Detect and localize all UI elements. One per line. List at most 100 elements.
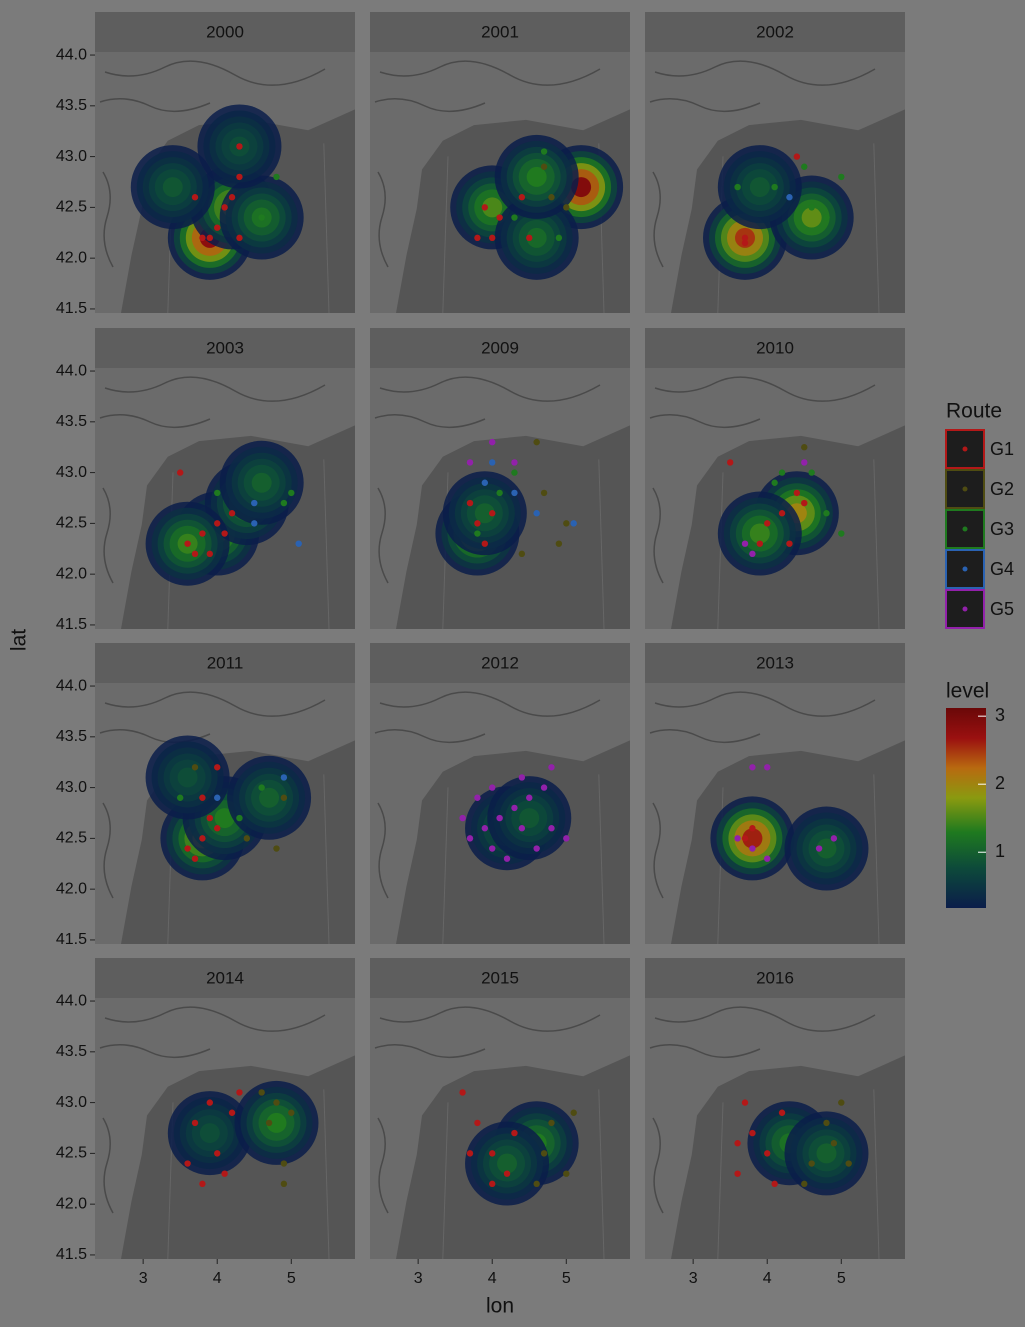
- route-point: [273, 1099, 279, 1105]
- route-point: [801, 1181, 807, 1187]
- route-point: [244, 835, 250, 841]
- y-tick-label: 42.5: [56, 1145, 87, 1162]
- map-panel: [645, 52, 905, 313]
- route-point: [184, 845, 190, 851]
- route-point: [563, 835, 569, 841]
- route-point: [207, 815, 213, 821]
- route-point: [846, 1160, 852, 1166]
- route-point: [816, 845, 822, 851]
- legend-dot: [963, 607, 968, 612]
- y-tick-label: 42.5: [56, 199, 87, 216]
- route-point: [838, 1099, 844, 1105]
- y-tick-label: 42.0: [56, 1195, 87, 1212]
- route-point: [556, 235, 562, 241]
- colorbar-title: level: [946, 680, 989, 703]
- route-point: [459, 1089, 465, 1095]
- route-point: [199, 835, 205, 841]
- route-point: [541, 1150, 547, 1156]
- route-point: [838, 530, 844, 536]
- x-tick-label: 3: [689, 1270, 698, 1287]
- route-point: [742, 1099, 748, 1105]
- route-point: [511, 214, 517, 220]
- route-point: [808, 1160, 814, 1166]
- map-panel: [95, 52, 355, 313]
- route-point: [734, 184, 740, 190]
- y-tick-label: 42.0: [56, 880, 87, 897]
- route-point: [229, 510, 235, 516]
- route-point: [489, 1181, 495, 1187]
- y-tick-label: 41.5: [56, 300, 87, 317]
- route-point: [251, 520, 257, 526]
- route-point: [823, 1120, 829, 1126]
- route-point: [221, 530, 227, 536]
- route-point: [207, 1099, 213, 1105]
- route-point: [526, 235, 532, 241]
- facet-title: 2000: [206, 22, 244, 41]
- route-point: [489, 459, 495, 465]
- route-point: [771, 184, 777, 190]
- route-point: [489, 784, 495, 790]
- route-point: [482, 825, 488, 831]
- map-panel: [370, 368, 630, 629]
- legend-dot: [963, 567, 968, 572]
- route-point: [511, 490, 517, 496]
- route-point: [779, 1110, 785, 1116]
- route-point: [184, 1160, 190, 1166]
- route-point: [504, 855, 510, 861]
- route-point: [519, 551, 525, 557]
- facet-title: 2015: [481, 968, 519, 987]
- route-point: [808, 204, 814, 210]
- route-point: [727, 459, 733, 465]
- route-point: [281, 1181, 287, 1187]
- x-tick-label: 5: [287, 1270, 296, 1287]
- route-point: [742, 835, 748, 841]
- route-point: [831, 1140, 837, 1146]
- route-point: [742, 540, 748, 546]
- x-axis-title: lon: [486, 1295, 514, 1318]
- route-point: [296, 540, 302, 546]
- y-tick-label: 43.0: [56, 1094, 87, 1111]
- route-point: [526, 795, 532, 801]
- facet-title: 2009: [481, 338, 519, 357]
- x-tick-label: 3: [414, 1270, 423, 1287]
- route-point: [801, 444, 807, 450]
- route-point: [801, 164, 807, 170]
- x-tick-label: 4: [763, 1270, 772, 1287]
- density-peak: [750, 177, 770, 197]
- route-point: [764, 1150, 770, 1156]
- route-point: [556, 540, 562, 546]
- route-point: [541, 784, 547, 790]
- chart: lon lat Route level 200041.542.042.543.0…: [0, 0, 1025, 1327]
- route-point: [563, 520, 569, 526]
- y-tick-label: 43.0: [56, 464, 87, 481]
- route-point: [474, 520, 480, 526]
- y-tick-label: 42.5: [56, 830, 87, 847]
- y-tick-label: 43.0: [56, 148, 87, 165]
- route-point: [504, 1170, 510, 1176]
- route-point: [236, 1089, 242, 1095]
- route-point: [801, 459, 807, 465]
- route-point: [214, 224, 220, 230]
- route-point: [192, 551, 198, 557]
- route-point: [541, 490, 547, 496]
- route-point: [482, 540, 488, 546]
- route-point: [288, 490, 294, 496]
- map-panel: [645, 998, 905, 1259]
- route-point: [831, 835, 837, 841]
- route-point: [236, 143, 242, 149]
- legend-label: G1: [990, 439, 1014, 459]
- x-tick-label: 4: [488, 1270, 497, 1287]
- map-panel: [370, 998, 630, 1259]
- route-point: [459, 815, 465, 821]
- y-tick-label: 43.5: [56, 413, 87, 430]
- route-point: [563, 1170, 569, 1176]
- route-point: [533, 1181, 539, 1187]
- route-point: [192, 764, 198, 770]
- route-point: [474, 235, 480, 241]
- route-point: [519, 194, 525, 200]
- route-point: [823, 510, 829, 516]
- route-point: [734, 1140, 740, 1146]
- x-tick-label: 5: [562, 1270, 571, 1287]
- route-point: [548, 825, 554, 831]
- route-point: [467, 459, 473, 465]
